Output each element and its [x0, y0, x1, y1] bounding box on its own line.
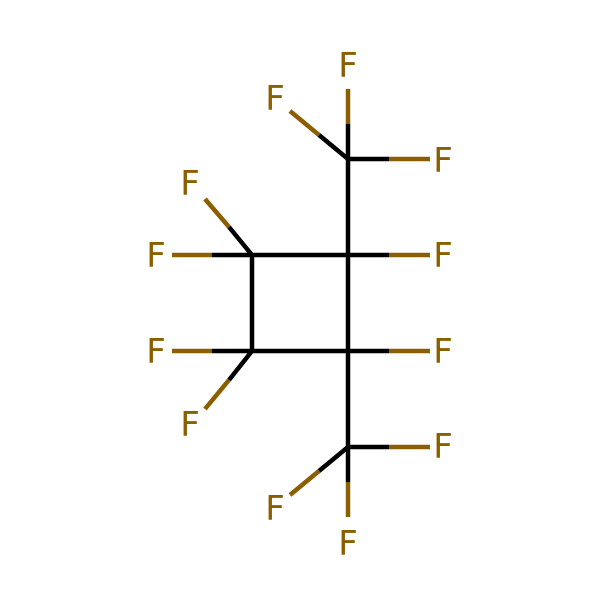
fluorine-label: F: [146, 236, 166, 276]
cf-bonds: [172, 89, 430, 517]
fluorine-label: F: [338, 46, 358, 86]
fluorine-label: F: [433, 141, 453, 181]
bond-c-f-bottom-left: [288, 445, 350, 497]
bond-c-f-ring-tl-up: [203, 197, 254, 257]
fluorine-label: F: [433, 332, 453, 372]
bond-c-f-top-left: [288, 109, 350, 161]
bond-c-f-ring-bl-down: [203, 349, 254, 411]
fluorine-label: F: [265, 489, 285, 529]
fluorine-label: F: [433, 236, 453, 276]
carbon-bonds: [249, 156, 351, 450]
fluorine-label: F: [433, 427, 453, 467]
fluorine-label: F: [146, 332, 166, 372]
fluorine-label: F: [180, 164, 200, 204]
fluorine-label: F: [265, 79, 285, 119]
fluorine-label: F: [338, 524, 358, 564]
atom-labels: F F F F F F F F F F F F: [146, 46, 453, 564]
fluorine-label: F: [180, 405, 200, 445]
